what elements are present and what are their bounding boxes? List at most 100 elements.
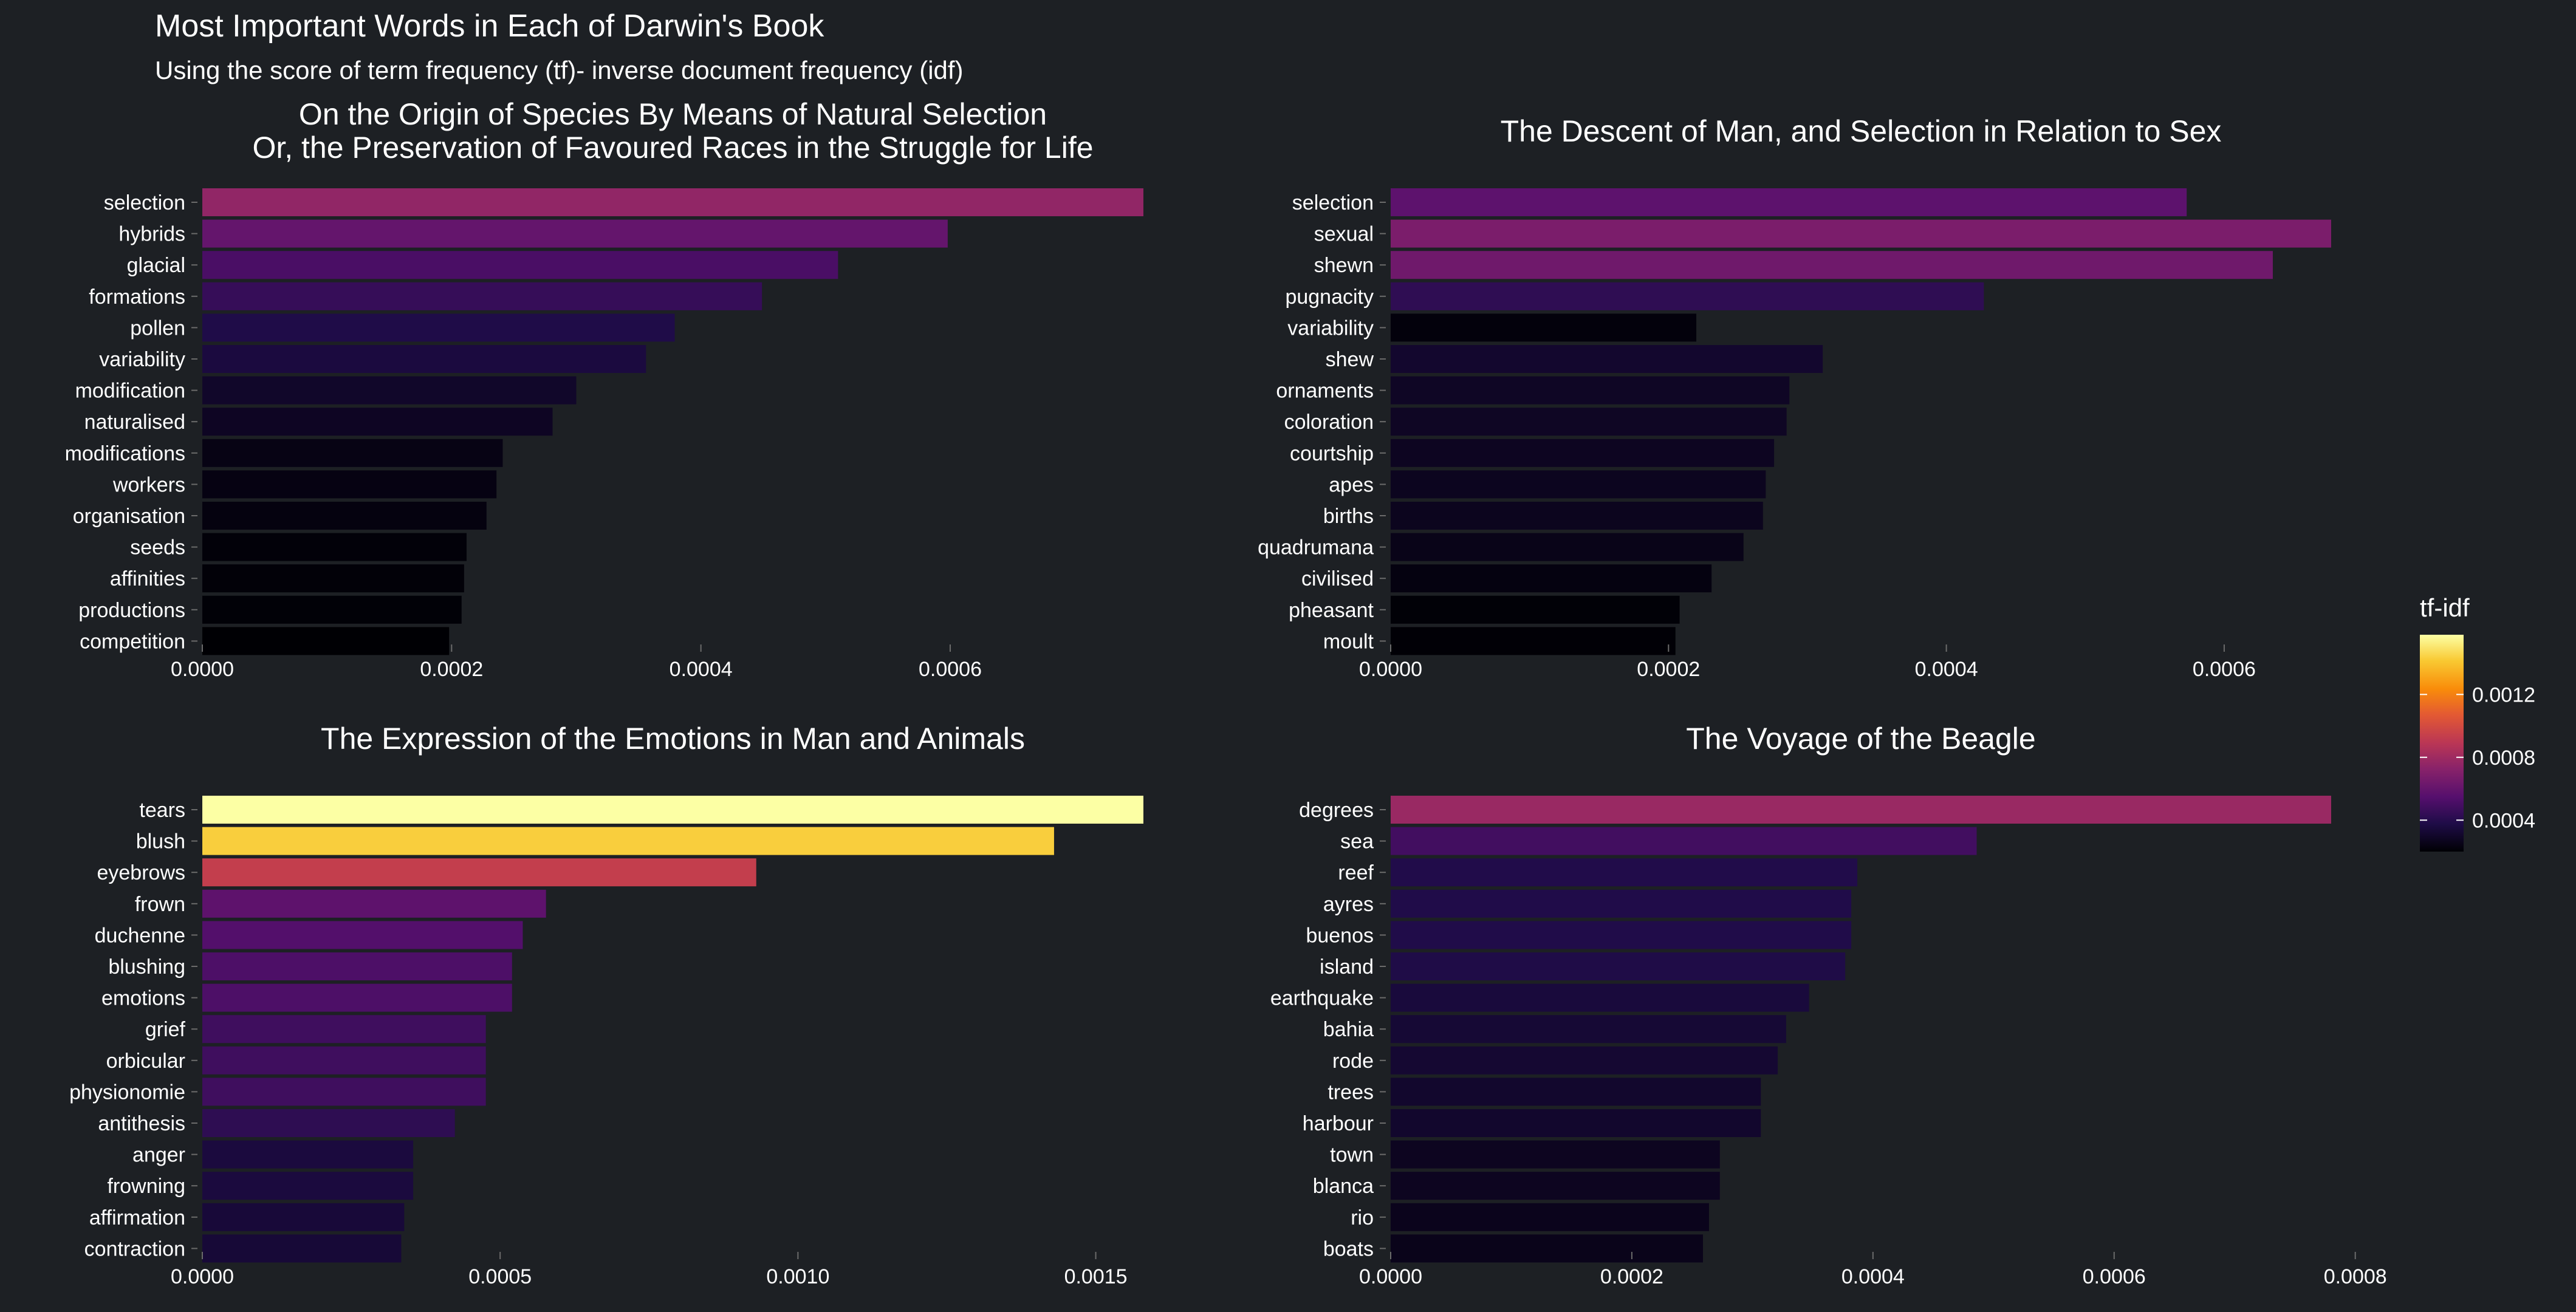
category-label: orbicular	[106, 1050, 185, 1073]
legend-tick-label: 0.0004	[2472, 809, 2535, 832]
facet-panel-1: On the Origin of Species By Means of Nat…	[65, 97, 1143, 681]
bar-boats	[1391, 1234, 1704, 1263]
bar-sea	[1391, 827, 1977, 855]
bar-blanca	[1391, 1172, 1720, 1200]
category-label: boats	[1323, 1237, 1374, 1260]
category-label: selection	[1292, 191, 1374, 214]
bar-bahia	[1391, 1015, 1786, 1044]
bar-formations	[202, 282, 762, 310]
facet-panels: On the Origin of Species By Means of Nat…	[65, 97, 2387, 1288]
bar-sexual	[1391, 219, 2331, 248]
bar-frown	[202, 889, 546, 918]
x-tick-label: 0.0000	[1359, 1265, 1422, 1288]
bar-orbicular	[202, 1046, 486, 1075]
category-label: anger	[132, 1144, 185, 1167]
category-label: civilised	[1301, 567, 1374, 590]
x-tick-label: 0.0006	[2083, 1265, 2146, 1288]
bar-contraction	[202, 1234, 402, 1263]
x-tick-label: 0.0000	[171, 658, 234, 681]
category-label: contraction	[84, 1237, 185, 1260]
bar-emotions	[202, 983, 512, 1012]
category-label: pollen	[130, 316, 185, 340]
category-label: frowning	[107, 1175, 185, 1198]
panel-title: The Descent of Man, and Selection in Rel…	[1501, 114, 2222, 148]
bar-blush	[202, 827, 1054, 855]
legend-colorbar	[2420, 635, 2464, 852]
bar-coloration	[1391, 408, 1787, 436]
bar-buenos	[1391, 921, 1852, 949]
bar-pollen	[202, 313, 675, 342]
chart-title: Most Important Words in Each of Darwin's…	[155, 9, 824, 44]
bar-tears	[202, 796, 1143, 824]
x-tick-label: 0.0006	[919, 658, 982, 681]
category-label: hybrids	[118, 223, 185, 246]
bar-naturalised	[202, 408, 553, 436]
bar-ornaments	[1391, 376, 1790, 405]
category-label: moult	[1323, 630, 1374, 653]
category-label: apes	[1329, 473, 1374, 496]
bar-trees	[1391, 1078, 1761, 1106]
bar-variability	[202, 345, 646, 373]
category-label: coloration	[1284, 411, 1374, 434]
x-tick-label: 0.0006	[2193, 658, 2256, 681]
category-label: glacial	[127, 254, 185, 277]
panel-title: The Expression of the Emotions in Man an…	[321, 722, 1025, 756]
x-tick-label: 0.0002	[420, 658, 483, 681]
category-label: modification	[75, 380, 185, 403]
category-label: rode	[1332, 1050, 1374, 1073]
bar-modification	[202, 376, 577, 405]
bar-island	[1391, 952, 1846, 980]
bar-reef	[1391, 858, 1858, 887]
category-label: formations	[89, 285, 185, 309]
category-label: harbour	[1303, 1112, 1374, 1135]
bar-eyebrows	[202, 858, 756, 887]
bar-blushing	[202, 952, 512, 980]
bar-affinities	[202, 564, 464, 593]
category-label: pheasant	[1289, 599, 1374, 622]
category-label: shew	[1326, 348, 1374, 371]
x-tick-label: 0.0004	[1915, 658, 1978, 681]
bar-duchenne	[202, 921, 523, 949]
facet-panel-2: The Descent of Man, and Selection in Rel…	[1258, 114, 2331, 681]
bar-seeds	[202, 533, 467, 561]
category-label: naturalised	[84, 411, 185, 434]
bar-selection	[202, 188, 1143, 216]
category-label: sexual	[1314, 223, 1374, 246]
bar-degrees	[1391, 796, 2331, 824]
category-label: sea	[1340, 830, 1374, 853]
bar-shew	[1391, 345, 1823, 373]
category-label: courtship	[1290, 442, 1374, 465]
x-tick-label: 0.0000	[1359, 658, 1422, 681]
bar-frowning	[202, 1172, 414, 1200]
category-label: blush	[136, 830, 185, 853]
facet-panel-4: The Voyage of the Beagle degrees sea reef ay…	[1270, 722, 2387, 1288]
x-tick-label: 0.0002	[1637, 658, 1700, 681]
panel-title: Or, the Preservation of Favoured Races i…	[252, 131, 1093, 165]
category-label: earthquake	[1270, 987, 1374, 1010]
category-label: island	[1320, 955, 1374, 979]
category-label: affirmation	[89, 1206, 185, 1229]
bar-apes	[1391, 470, 1766, 499]
category-label: eyebrows	[97, 861, 185, 884]
x-tick-label: 0.0010	[766, 1265, 829, 1288]
category-label: emotions	[101, 987, 185, 1010]
category-label: rio	[1351, 1206, 1374, 1229]
bar-town	[1391, 1140, 1720, 1169]
facet-panel-3: The Expression of the Emotions in Man an…	[69, 722, 1143, 1288]
bar-variability	[1391, 313, 1697, 342]
category-label: degrees	[1299, 799, 1374, 822]
bar-courtship	[1391, 439, 1775, 467]
legend-title: tf-idf	[2420, 593, 2470, 622]
category-label: modifications	[65, 442, 185, 465]
bar-organisation	[202, 502, 487, 530]
bar-civilised	[1391, 564, 1712, 593]
x-tick-label: 0.0004	[670, 658, 733, 681]
bar-modifications	[202, 439, 503, 467]
category-label: variability	[1287, 316, 1374, 340]
bar-anger	[202, 1140, 414, 1169]
category-label: reef	[1338, 861, 1374, 884]
bar-competition	[202, 627, 450, 655]
bar-shewn	[1391, 251, 2273, 279]
color-legend: tf-idf 0.0012 0.0008 0.0004	[2420, 593, 2535, 852]
bar-affirmation	[202, 1203, 405, 1231]
